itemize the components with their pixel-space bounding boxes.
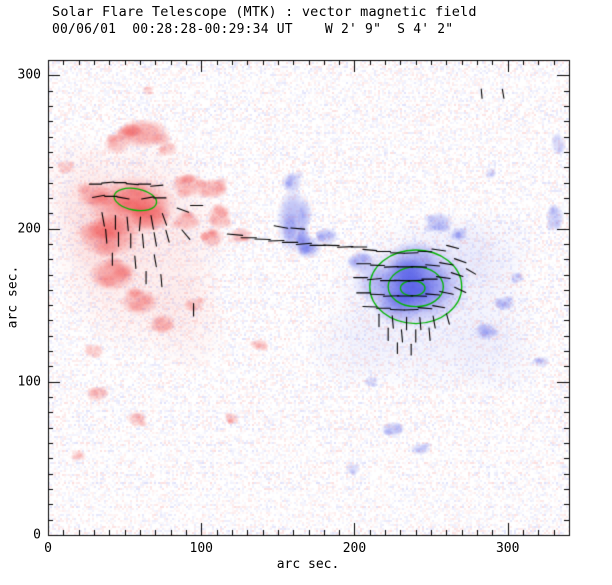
x-tick-label: 300: [495, 541, 520, 556]
figure-title: Solar Flare Telescope (MTK) : vector mag…: [52, 4, 477, 20]
x-axis-label: arc sec.: [276, 557, 340, 572]
y-tick-label: 300: [17, 67, 41, 83]
figure-subtitle: 00/06/01 00:28:28-00:29:34 UT W 2' 9" S …: [52, 22, 454, 37]
y-tick-label: 0: [33, 527, 41, 543]
x-tick-label: 0: [44, 541, 52, 556]
x-tick-label: 100: [189, 541, 213, 556]
y-tick-label: 200: [17, 221, 41, 237]
y-axis-label: arc sec.: [5, 265, 21, 329]
x-tick-label: 200: [342, 541, 367, 556]
y-tick-label: 100: [17, 374, 41, 390]
